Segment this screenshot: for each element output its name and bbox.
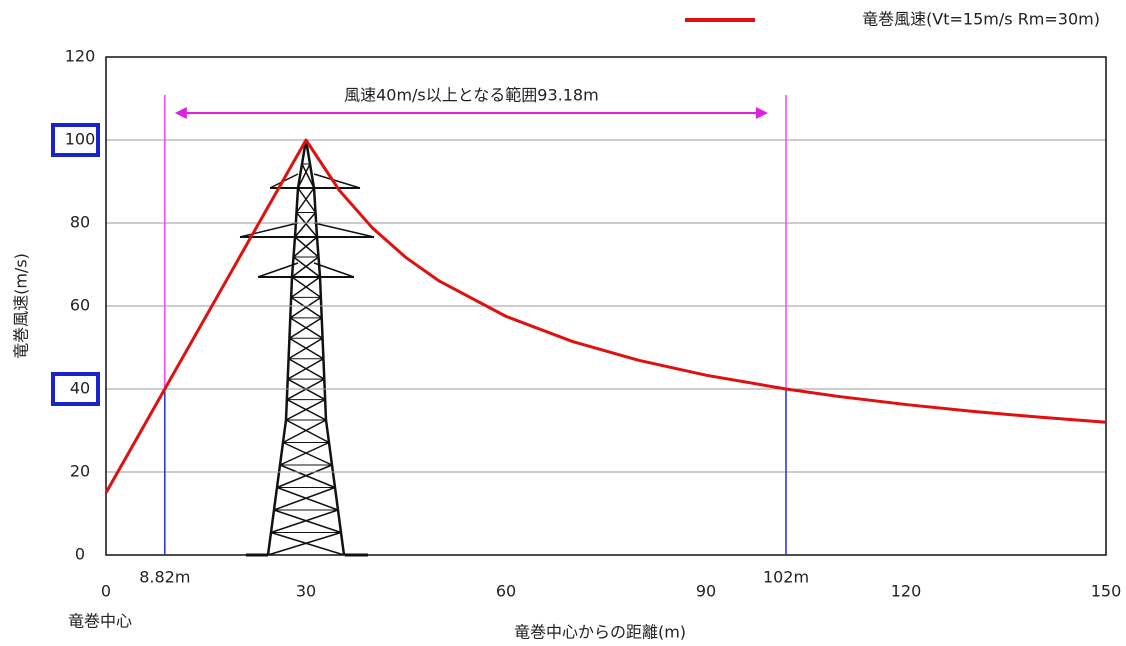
tower-member	[324, 419, 331, 443]
tower-member	[313, 222, 375, 238]
marker-label: 102m	[763, 568, 809, 587]
tower-member	[273, 509, 342, 534]
tower-member	[318, 276, 323, 298]
y-tick-label: 0	[75, 545, 85, 564]
tower-member	[297, 187, 317, 213]
tower-member	[281, 419, 288, 443]
tower-member	[293, 236, 318, 258]
legend-label: 竜巻風速(Vt=15m/s Rm=30m)	[862, 10, 1100, 29]
tower-member	[279, 464, 336, 489]
tower-member	[292, 236, 297, 258]
tower-member	[313, 262, 355, 278]
transmission-tower	[239, 139, 375, 557]
x-tick-label: 60	[496, 582, 516, 601]
tower-member	[288, 317, 292, 339]
y-tick-label: 60	[70, 296, 90, 315]
x-tick-label: 150	[1091, 582, 1122, 601]
tower-member	[330, 464, 337, 488]
tower-member	[288, 337, 323, 360]
tower-member	[320, 317, 324, 339]
y-tick-label: 100	[65, 130, 96, 149]
marker-label: 8.82m	[139, 568, 190, 587]
tower-member	[312, 187, 317, 213]
tower-member	[291, 256, 319, 278]
tower-member	[284, 399, 289, 421]
tower-member	[270, 509, 339, 534]
tower-member	[301, 163, 315, 189]
tower-member	[297, 163, 311, 189]
y-tick-label: 120	[65, 47, 96, 66]
tower-member	[333, 487, 340, 511]
tower-member	[314, 212, 319, 238]
tower-member	[322, 358, 326, 380]
tower-member	[270, 531, 345, 556]
y-axis-label: 竜巻風速(m/s)	[12, 253, 31, 359]
tower-member	[285, 398, 326, 421]
tower-member	[295, 187, 300, 213]
tower-member	[289, 297, 293, 318]
tower-member	[278, 442, 285, 466]
tower-member	[286, 358, 290, 380]
tower-member	[287, 338, 291, 359]
tower-member	[323, 399, 328, 421]
plot-frame	[105, 56, 1107, 556]
x-tick-label: 90	[696, 582, 716, 601]
tick-highlight	[51, 123, 100, 157]
tower-member	[290, 276, 321, 299]
tower-member	[289, 296, 322, 319]
tower-member	[276, 486, 339, 511]
range-annotation: 風速40m/s以上となる範囲93.18m	[344, 86, 599, 105]
origin-label: 竜巻中心	[68, 612, 132, 631]
tower-member	[273, 486, 336, 511]
tower-member	[289, 317, 323, 339]
tick-highlight	[51, 372, 100, 406]
tower-member	[317, 256, 322, 278]
tower-member	[339, 532, 346, 556]
tower-member	[313, 173, 361, 189]
tower-member	[305, 139, 311, 165]
tower-member	[321, 338, 325, 359]
tower-member	[257, 262, 299, 278]
tower-member	[282, 441, 333, 466]
tower-member	[269, 509, 276, 533]
x-tick-label: 120	[891, 582, 922, 601]
arrow-head	[174, 107, 187, 119]
series-line	[104, 138, 1107, 494]
tower-member	[290, 256, 295, 278]
tower-member	[239, 222, 299, 238]
arrow-head	[756, 107, 768, 119]
tower-member	[293, 212, 298, 238]
tower-member	[296, 163, 304, 189]
tower-member	[295, 187, 315, 213]
tower-member	[294, 236, 319, 258]
x-tick-label: 30	[296, 582, 316, 601]
tower-member	[282, 419, 327, 444]
tower-member	[295, 212, 318, 238]
tower-member	[285, 419, 330, 444]
tower-member	[275, 464, 282, 488]
y-tick-label: 40	[70, 379, 90, 398]
tower-member	[327, 442, 334, 466]
tower-member	[267, 531, 342, 556]
tower-member	[289, 276, 294, 298]
tower-member	[336, 509, 343, 533]
tower-member	[293, 256, 321, 278]
y-tick-label: 20	[70, 462, 90, 481]
tower-member	[308, 163, 316, 189]
tower-member	[294, 212, 317, 238]
tower-member	[279, 441, 330, 466]
x-tick-label: 0	[101, 582, 111, 601]
tower-member	[272, 487, 279, 511]
y-tick-label: 80	[70, 213, 90, 232]
tower-member	[266, 532, 273, 556]
tower-member	[315, 236, 320, 258]
tower-member	[276, 464, 333, 489]
tower-member	[287, 358, 324, 380]
x-axis-label: 竜巻中心からの距離(m)	[514, 623, 686, 642]
tower-member	[319, 297, 323, 318]
